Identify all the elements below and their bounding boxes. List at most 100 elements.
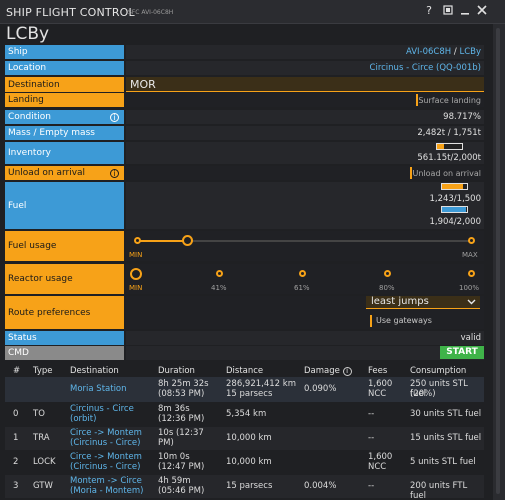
- unload-label: Unload on arrival i: [5, 166, 124, 180]
- inventory-bar-fill: [437, 144, 444, 149]
- unload-toggle-marker[interactable]: [410, 167, 412, 179]
- cell-distance: 10,000 km: [226, 433, 272, 443]
- table-row[interactable]: 3 GTW Montem -> Circe (Moria - Montem) 4…: [5, 475, 484, 500]
- gateways-label: Use gateways: [376, 316, 432, 325]
- minimize-icon[interactable]: [458, 4, 472, 18]
- reactor-tick-41[interactable]: [216, 270, 223, 277]
- fuel-usage-track[interactable]: [136, 240, 474, 242]
- info-icon[interactable]: i: [110, 112, 119, 122]
- cell-destination-link[interactable]: Moria Station: [70, 384, 127, 394]
- gateways-toggle-marker[interactable]: [370, 315, 372, 327]
- table-row[interactable]: 1 TRA Circe -> Montem (Circinus - Circe)…: [5, 427, 484, 450]
- cell-type: TO: [33, 409, 45, 419]
- landing-value: Surface landing: [418, 96, 481, 105]
- stl-fuel-value: 1,243/1,500: [429, 194, 481, 204]
- ship-heading: LCBy: [6, 24, 50, 44]
- cell-consumption: 200 units FTL fuel: [410, 481, 468, 500]
- row-fuel-usage: Fuel usage MIN MAX: [0, 231, 484, 261]
- cell-distance: 15 parsecs: [226, 481, 273, 491]
- row-status: Status valid: [0, 331, 484, 345]
- reactor-tick-100[interactable]: [468, 270, 475, 277]
- row-reactor-usage: Reactor usage MIN 41% 61% 80% 100%: [0, 264, 484, 294]
- window-title: SHIP FLIGHT CONTROL: [6, 6, 135, 19]
- reactor-usage-slider[interactable]: MIN 41% 61% 80% 100%: [126, 264, 484, 294]
- cell-consumption: 5 units STL fuel: [410, 457, 476, 467]
- ftl-fuel-value: 1,904/2,000: [429, 217, 481, 227]
- unload-value: Unload on arrival: [412, 169, 482, 178]
- table-row[interactable]: Moria Station 8h 25m 32s (08:53 PM) 286,…: [5, 377, 484, 402]
- cell-destination-link[interactable]: Circe -> Montem: [70, 452, 142, 462]
- fuel-usage-min-dot: [134, 237, 141, 244]
- location-link[interactable]: Circinus - Circe (QQ-001b): [369, 63, 481, 73]
- cell-type: TRA: [33, 433, 50, 443]
- stl-fuel-bar-fill: [442, 184, 463, 189]
- cell-duration: 10m 0s: [158, 452, 190, 462]
- scrollbar-thumb[interactable]: [496, 28, 500, 494]
- landing-toggle-marker[interactable]: [416, 94, 418, 106]
- info-icon[interactable]: i: [342, 367, 352, 376]
- cell-type: GTW: [33, 481, 53, 491]
- condition-label-text: Condition: [8, 112, 51, 122]
- col-header-fees: Fees: [368, 366, 388, 376]
- cell-destination-link[interactable]: Montem -> Circe: [70, 476, 142, 486]
- status-label: Status: [5, 331, 124, 345]
- row-route: Route preferences least jumps Use gatewa…: [0, 296, 484, 329]
- unload-label-text: Unload on arrival: [8, 168, 86, 178]
- close-icon[interactable]: [475, 4, 489, 18]
- cell-destination-link[interactable]: Circe -> Montem: [70, 428, 142, 438]
- help-icon[interactable]: ?: [426, 4, 432, 17]
- col-header-distance: Distance: [226, 366, 264, 376]
- mass-value: 2,482t / 1,751t: [417, 128, 481, 138]
- cell-duration: 8m 36s: [158, 404, 190, 414]
- cell-damage: 0.090%: [304, 384, 337, 394]
- info-icon[interactable]: i: [110, 168, 119, 178]
- row-landing: Landing Surface landing: [0, 93, 484, 107]
- table-row[interactable]: 2 LOCK Circe -> Montem (Circinus - Circe…: [5, 451, 484, 474]
- landing-label: Landing: [5, 93, 124, 107]
- route-label: Route preferences: [5, 296, 124, 329]
- reactor-tick-label: 41%: [211, 284, 227, 292]
- cell-destination-sub[interactable]: (Circinus - Circe): [70, 462, 141, 472]
- row-cmd: CMD START: [0, 346, 484, 360]
- ship-label: Ship: [5, 45, 124, 59]
- cell-fees: --: [368, 433, 375, 443]
- inventory-label: Inventory: [5, 142, 124, 164]
- fuel-usage-handle[interactable]: [181, 235, 193, 246]
- col-header-type: Type: [33, 366, 53, 376]
- row-condition: Condition i 98.717%: [0, 110, 484, 124]
- reactor-tick-80[interactable]: [384, 270, 391, 277]
- cell-fees: --: [368, 481, 375, 491]
- fuel-usage-slider[interactable]: MIN MAX: [126, 231, 484, 261]
- row-fuel: Fuel 1,243/1,500 1,904/2,000: [0, 182, 484, 229]
- destination-input[interactable]: MOR: [126, 77, 484, 92]
- fuel-label: Fuel: [5, 182, 124, 229]
- cell-num: 1: [13, 433, 19, 443]
- ship-name-link[interactable]: LCBy: [459, 47, 481, 57]
- start-button[interactable]: START: [440, 346, 484, 359]
- table-row[interactable]: 0 TO Circinus - Circe (orbit) 8m 36s (12…: [5, 403, 484, 426]
- cell-distance-2: 15 parsecs: [226, 389, 273, 399]
- ship-registration-link[interactable]: AVI-06C8H: [405, 47, 452, 57]
- reactor-tick-label: 61%: [294, 284, 310, 292]
- location-label: Location: [5, 61, 124, 75]
- cell-duration-time: (12:36 PM): [158, 414, 205, 424]
- reactor-tick-label: MIN: [129, 284, 143, 292]
- cell-type: LOCK: [33, 457, 56, 467]
- cell-fees: 1,600: [368, 452, 393, 462]
- cell-duration-time: (12:47 PM): [158, 462, 205, 472]
- reactor-tick-61[interactable]: [299, 270, 306, 277]
- mass-label: Mass / Empty mass: [5, 126, 124, 140]
- reactor-usage-handle[interactable]: [130, 268, 142, 280]
- row-ship: Ship AVI-06C8H / LCBy: [0, 45, 484, 59]
- cell-num: 3: [13, 481, 19, 491]
- cell-destination-sub[interactable]: (Moria - Montem): [70, 486, 144, 496]
- pin-icon[interactable]: [441, 4, 455, 18]
- inventory-bar: [436, 143, 463, 150]
- window-subtitle: SFC AVI-06C8H: [128, 9, 174, 16]
- cell-duration-time: (05:46 PM): [158, 486, 205, 496]
- cell-destination-link[interactable]: Circinus - Circe: [70, 404, 134, 414]
- cell-destination-sub[interactable]: (Circinus - Circe): [70, 438, 141, 448]
- route-select[interactable]: least jumps: [366, 296, 480, 309]
- col-header-damage-text: Damage: [304, 366, 340, 376]
- cell-destination-sub[interactable]: (orbit): [70, 414, 97, 424]
